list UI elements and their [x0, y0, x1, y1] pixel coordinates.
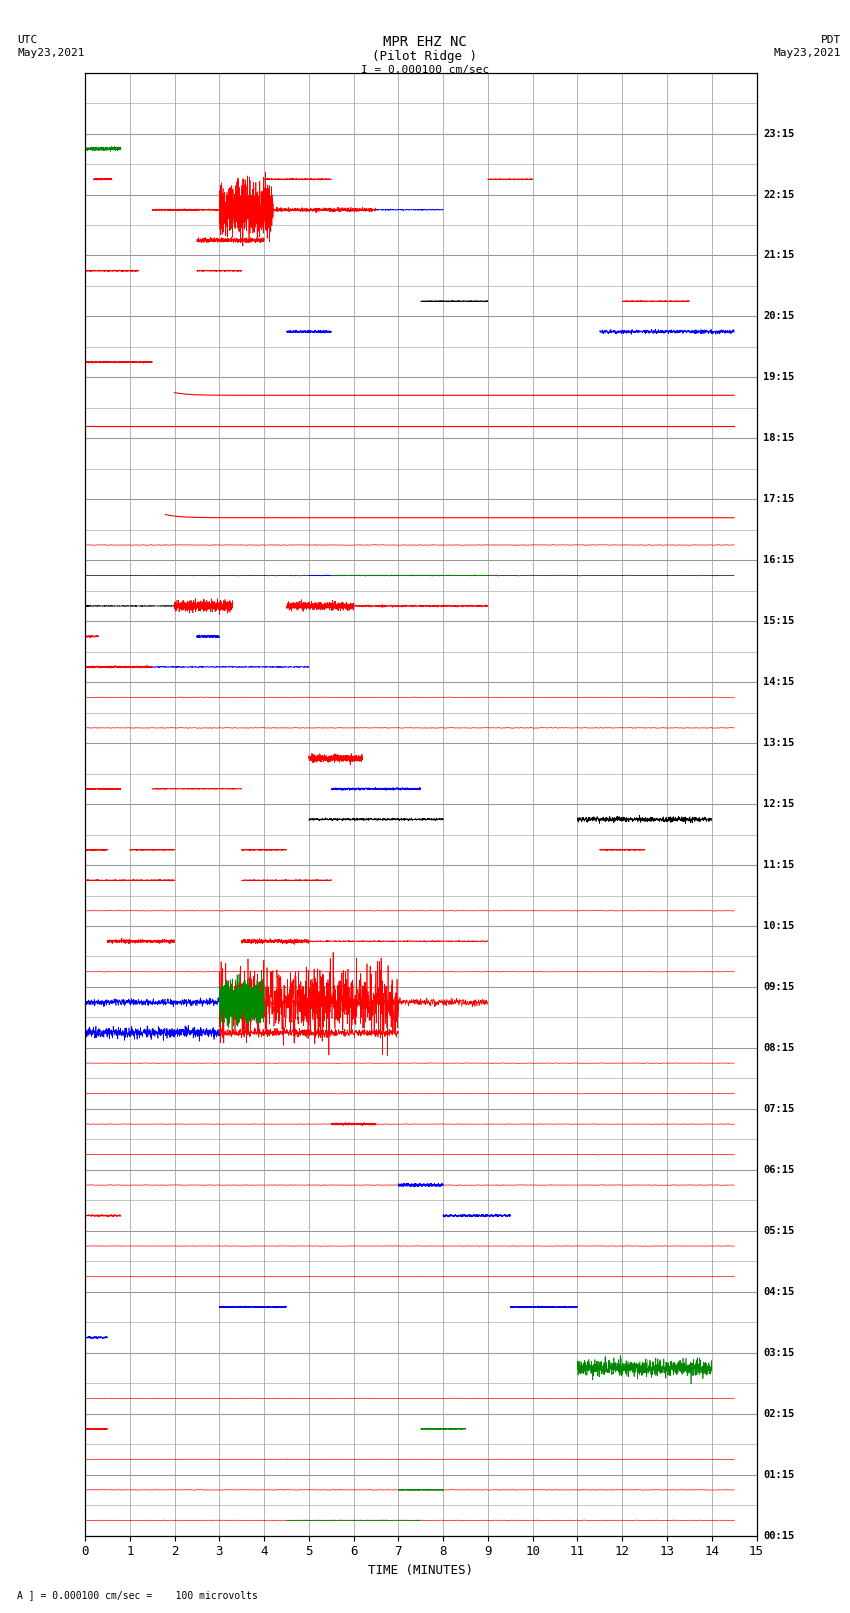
Text: 01:15: 01:15	[763, 1469, 795, 1479]
Text: UTC: UTC	[17, 35, 37, 45]
Text: May23,2021: May23,2021	[17, 48, 84, 58]
Text: 21:15: 21:15	[763, 250, 795, 260]
Text: 17:15: 17:15	[763, 494, 795, 505]
Text: 02:15: 02:15	[763, 1408, 795, 1419]
Text: 11:15: 11:15	[763, 860, 795, 869]
Text: 13:15: 13:15	[763, 739, 795, 748]
Text: 19:15: 19:15	[763, 373, 795, 382]
Text: 10:15: 10:15	[763, 921, 795, 931]
Text: 09:15: 09:15	[763, 982, 795, 992]
Text: 18:15: 18:15	[763, 434, 795, 444]
Text: 14:15: 14:15	[763, 677, 795, 687]
Text: 06:15: 06:15	[763, 1165, 795, 1174]
Text: 23:15: 23:15	[763, 129, 795, 139]
Text: PDT: PDT	[821, 35, 842, 45]
Text: 16:15: 16:15	[763, 555, 795, 565]
Text: (Pilot Ridge ): (Pilot Ridge )	[372, 50, 478, 63]
Text: 20:15: 20:15	[763, 311, 795, 321]
Text: 05:15: 05:15	[763, 1226, 795, 1236]
Text: 12:15: 12:15	[763, 798, 795, 810]
Text: May23,2021: May23,2021	[774, 48, 842, 58]
Text: 04:15: 04:15	[763, 1287, 795, 1297]
Text: 15:15: 15:15	[763, 616, 795, 626]
X-axis label: TIME (MINUTES): TIME (MINUTES)	[368, 1565, 473, 1578]
Text: 07:15: 07:15	[763, 1103, 795, 1115]
Text: 00:15: 00:15	[763, 1531, 795, 1540]
Text: 08:15: 08:15	[763, 1044, 795, 1053]
Text: I = 0.000100 cm/sec: I = 0.000100 cm/sec	[361, 65, 489, 74]
Text: 03:15: 03:15	[763, 1348, 795, 1358]
Text: 22:15: 22:15	[763, 189, 795, 200]
Text: A ] = 0.000100 cm/sec =    100 microvolts: A ] = 0.000100 cm/sec = 100 microvolts	[17, 1590, 258, 1600]
Text: MPR EHZ NC: MPR EHZ NC	[383, 35, 467, 50]
